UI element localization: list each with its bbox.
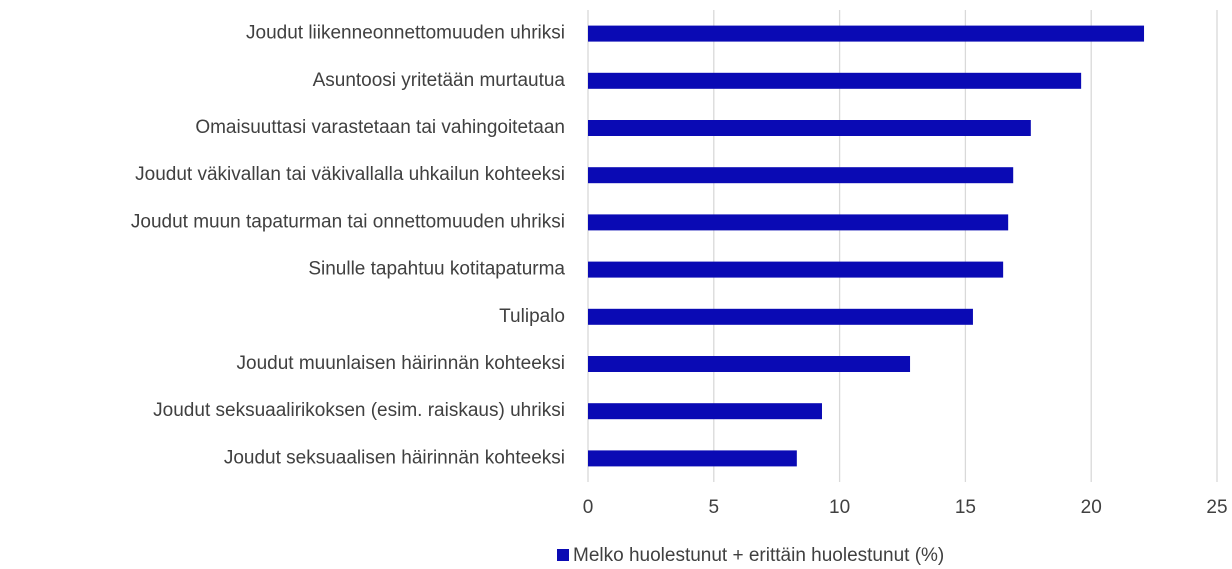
y-tick-label: Omaisuuttasi varastetaan tai vahingoitet… (195, 117, 565, 138)
y-tick-label: Joudut muunlaisen häirinnän kohteeksi (237, 353, 566, 374)
bar (588, 261, 1004, 278)
y-tick-label: Joudut väkivallan tai väkivallalla uhkai… (135, 164, 565, 185)
y-tick-label: Joudut muun tapaturman tai onnettomuuden… (131, 211, 565, 232)
bar (588, 403, 822, 420)
legend-label: Melko huolestunut + erittäin huolestunut… (573, 545, 944, 566)
bar (588, 308, 973, 325)
y-tick-label: Joudut seksuaalirikoksen (esim. raiskaus… (153, 400, 565, 421)
bar (588, 356, 911, 372)
y-tick-label: Asuntoosi yritetään murtautua (313, 70, 566, 91)
bar (588, 25, 1145, 42)
x-tick-label: 15 (955, 497, 976, 518)
bar (588, 214, 1009, 231)
x-tick-label: 0 (583, 497, 594, 518)
x-tick-label: 10 (829, 497, 850, 518)
x-tick-label: 25 (1206, 497, 1227, 518)
x-tick-label: 5 (709, 497, 720, 518)
bar (588, 167, 1014, 184)
legend-swatch (557, 549, 569, 561)
y-tick-label: Joudut seksuaalisen häirinnän kohteeksi (224, 447, 565, 468)
y-tick-label: Sinulle tapahtuu kotitapaturma (308, 259, 565, 280)
bar (588, 450, 797, 467)
bar (588, 72, 1082, 89)
y-tick-label: Joudut liikenneonnettomuuden uhriksi (246, 23, 565, 44)
y-tick-label: Tulipalo (499, 306, 565, 327)
bar (588, 120, 1031, 136)
x-tick-label: 20 (1081, 497, 1102, 518)
